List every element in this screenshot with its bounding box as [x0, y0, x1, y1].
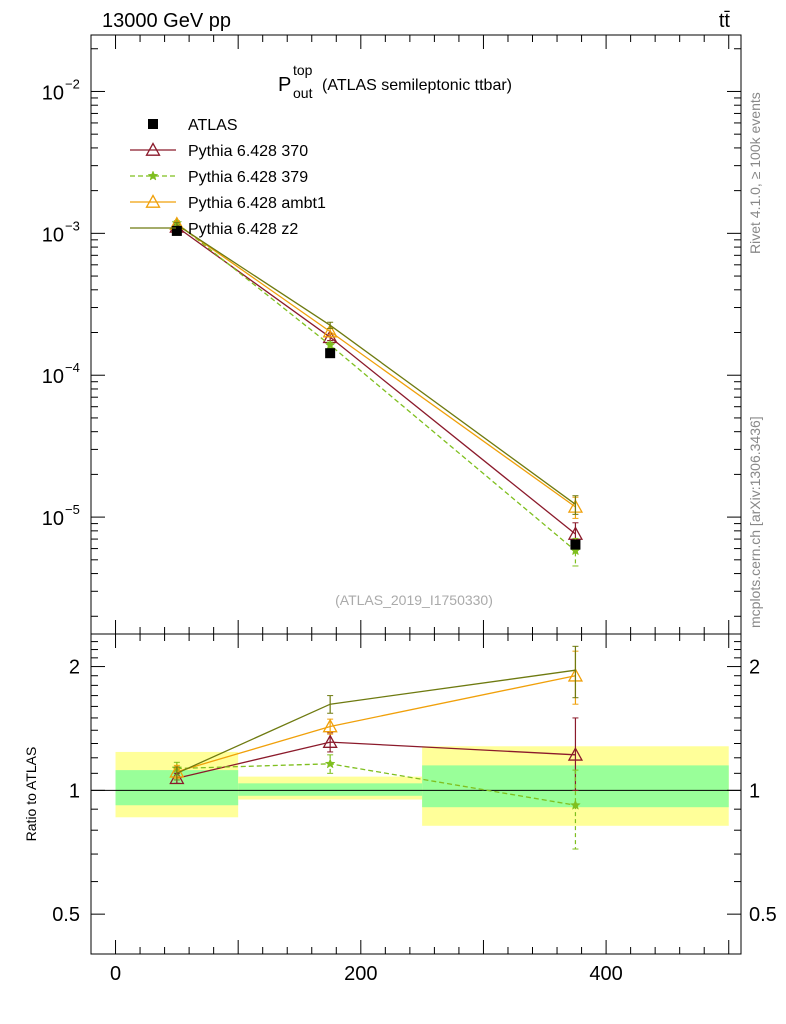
- legend-label-ambt1: Pythia 6.428 ambt1: [188, 195, 326, 212]
- legend-marker-p370: [145, 142, 161, 156]
- ratio-ytick-label-left: 1: [69, 780, 80, 802]
- ratio-point-p379: [570, 799, 581, 810]
- legend-marker-ambt1: [145, 194, 161, 208]
- ratio-ylabel: Ratio to ATLAS: [23, 747, 39, 842]
- ratio-xtick-label: 400: [589, 963, 622, 985]
- ratio-point-ambt1: [322, 718, 338, 733]
- ratio-series-layer: [169, 645, 584, 850]
- energy-label: 13000 GeV pp: [102, 10, 231, 32]
- main-point-ambt1: [322, 323, 338, 338]
- atlas-data-point: [171, 225, 182, 236]
- atlas-data-point: [325, 348, 336, 359]
- main-axis-ticks: 10−210−310−410−5: [42, 35, 741, 634]
- legend-label-z2: Pythia 6.428 z2: [188, 221, 298, 238]
- ratio-series-p370: [169, 717, 584, 791]
- main-series-layer: [169, 216, 584, 567]
- main-series-atlas: [171, 225, 581, 550]
- legend-label-p370: Pythia 6.428 370: [188, 143, 308, 160]
- plot-title: P: [278, 74, 291, 96]
- ratio-ytick-label-left: 0.5: [52, 904, 80, 926]
- main-series-p379: [171, 217, 581, 567]
- process-label: tt̄: [719, 10, 731, 32]
- main-line-p370: [176, 226, 576, 535]
- ratio-ytick-label-left: 2: [69, 657, 80, 679]
- title-superscript: top: [293, 62, 313, 78]
- main-ytick-label: 10: [42, 224, 64, 246]
- ratio-point-p370: [322, 734, 338, 748]
- ratio-ytick-label-right: 0.5: [749, 904, 777, 926]
- legend: ATLAS Pythia 6.428 370 Pythia 6.428 379 Pyt…: [130, 117, 326, 238]
- main-ytick-exponent: −2: [65, 76, 80, 91]
- ratio-bands: [115, 746, 729, 826]
- title-main: P: [278, 74, 291, 96]
- main-ytick-label: 10: [42, 508, 64, 530]
- legend-marker-atlas: [148, 119, 158, 129]
- main-ytick-exponent: −5: [65, 502, 80, 517]
- title-rest: (ATLAS semileptonic ttbar): [322, 77, 512, 94]
- main-point-p379: [324, 339, 336, 350]
- ratio-plot-frame: [90, 633, 742, 955]
- ratio-xtick-label: 200: [344, 963, 377, 985]
- title-subscript: out: [293, 85, 313, 101]
- ratio-axis-ticks: 0.5 0.5 1 1 2 2 0 200 400: [52, 633, 777, 985]
- ratio-series-z2: [173, 645, 579, 781]
- legend-marker-p379: [147, 170, 159, 181]
- main-ytick-label: 10: [42, 82, 64, 104]
- ratio-point-p379: [324, 758, 336, 769]
- legend-label-p379: Pythia 6.428 379: [188, 169, 308, 186]
- main-series-ambt1: [169, 216, 584, 519]
- ratio-point-p370: [567, 747, 584, 761]
- atlas-data-point: [570, 539, 581, 550]
- mcplots-label: mcplots.cern.ch [arXiv:1306.3436]: [747, 416, 763, 628]
- legend-label-atlas: ATLAS: [188, 117, 238, 134]
- main-series-z2: [173, 221, 579, 515]
- band-inner-1: [238, 783, 423, 796]
- main-ytick-label: 10: [42, 366, 64, 388]
- ratio-xtick-label: 0: [110, 963, 121, 985]
- rivet-label: Rivet 4.1.0, ≥ 100k events: [747, 92, 763, 254]
- analysis-watermark: (ATLAS_2019_I1750330): [335, 592, 493, 608]
- main-line-ambt1: [176, 223, 576, 508]
- ratio-point-p370: [169, 770, 185, 785]
- main-ytick-exponent: −3: [65, 218, 80, 233]
- ratio-ytick-label-right: 2: [749, 657, 760, 679]
- main-ytick-exponent: −4: [65, 360, 80, 375]
- ratio-ytick-label-right: 1: [749, 780, 760, 802]
- main-line-p379: [176, 222, 576, 552]
